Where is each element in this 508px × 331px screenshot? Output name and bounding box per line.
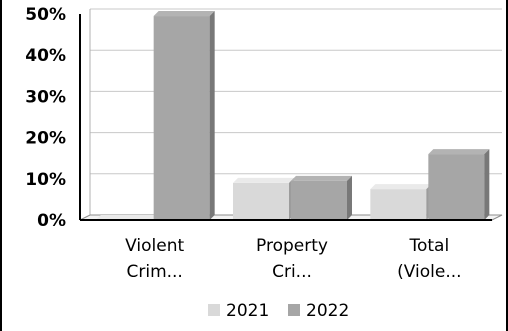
legend-swatch-2022 xyxy=(288,304,300,316)
y-tick-label: 20% xyxy=(25,129,66,149)
y-tick-label: 50% xyxy=(25,5,66,25)
y-tick-label: 0% xyxy=(37,211,66,231)
bar-2021-1 xyxy=(233,182,289,220)
legend-label-2022: 2022 xyxy=(306,301,349,321)
bar-side-2022-0 xyxy=(209,11,215,221)
bar-2022-2 xyxy=(428,154,485,220)
bar-top-2022-1 xyxy=(291,175,352,181)
bar-side-2022-2 xyxy=(484,149,490,220)
x-category-label: Violent Crim... xyxy=(125,236,184,282)
x-category-label: Total (Viole... xyxy=(397,236,461,282)
legend-label-2021: 2021 xyxy=(226,301,269,321)
bar-2022-0 xyxy=(153,16,210,221)
bar-2022-1 xyxy=(291,180,347,220)
bar-top-2021-2 xyxy=(370,184,432,190)
bar-side-2022-1 xyxy=(347,175,352,220)
bar-top-2022-2 xyxy=(428,149,490,155)
x-category-label: Property Cri... xyxy=(256,236,328,282)
bar-2021-2 xyxy=(370,189,427,220)
y-tick-label: 30% xyxy=(25,87,66,107)
y-tick-label: 40% xyxy=(25,46,66,66)
y-tick-label: 10% xyxy=(25,170,66,190)
bar-top-2021-0 xyxy=(95,215,157,220)
legend-swatch-2021 xyxy=(208,304,220,316)
bar-top-2022-0 xyxy=(153,11,215,17)
bar-top-2021-1 xyxy=(233,177,294,183)
